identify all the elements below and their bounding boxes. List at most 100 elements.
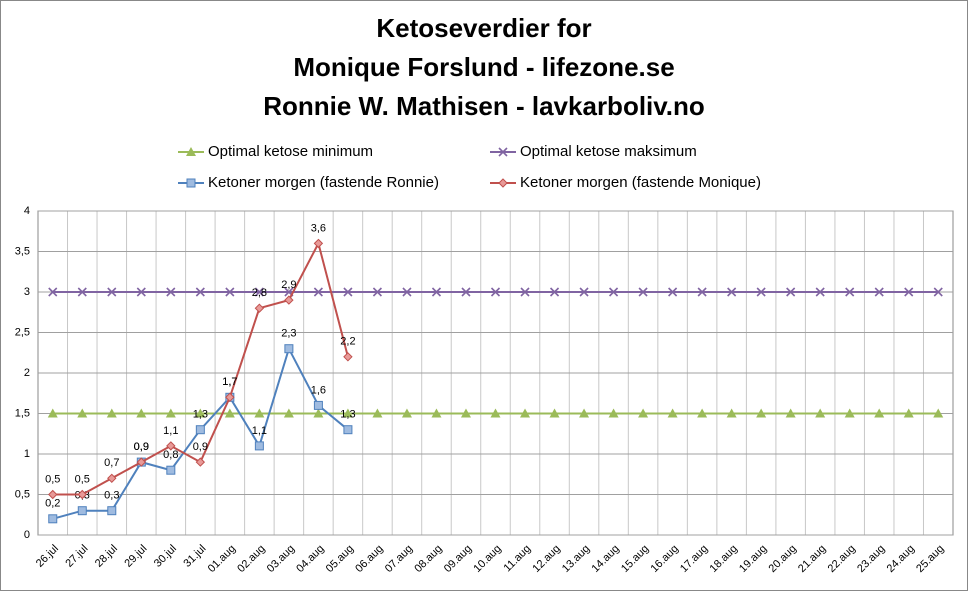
data-label: 1,1: [252, 425, 267, 437]
marker: [844, 408, 855, 418]
marker: [166, 441, 176, 451]
chart-title: Monique Forslund - lifezone.se: [293, 52, 674, 82]
y-tick-label: 2,5: [15, 326, 30, 338]
marker: [727, 287, 737, 297]
marker: [48, 287, 58, 297]
marker: [107, 506, 117, 516]
marker: [815, 408, 826, 418]
marker: [461, 287, 471, 297]
marker: [48, 489, 58, 500]
data-label: 0,9: [134, 441, 149, 453]
data-label: 1,3: [340, 409, 355, 421]
marker: [186, 147, 196, 156]
marker: [254, 408, 265, 418]
marker: [874, 287, 884, 297]
data-label: 3,6: [311, 222, 326, 234]
marker: [498, 147, 508, 157]
data-label: 1,1: [163, 425, 178, 437]
data-label: 0,5: [75, 473, 90, 485]
marker: [726, 408, 737, 418]
marker: [165, 408, 176, 418]
marker: [166, 287, 176, 297]
marker: [490, 408, 501, 418]
data-label: 0,9: [134, 441, 149, 453]
data-label: 2,8: [252, 287, 267, 299]
marker: [401, 408, 412, 418]
marker: [224, 408, 235, 418]
marker: [786, 287, 796, 297]
marker: [313, 408, 324, 418]
marker: [904, 287, 914, 297]
marker: [284, 344, 294, 354]
marker: [756, 287, 766, 297]
y-tick-label: 1: [24, 448, 30, 460]
chart-title: Ronnie W. Mathisen - lavkarboliv.no: [263, 91, 705, 121]
marker: [195, 425, 205, 435]
marker: [372, 408, 383, 418]
marker: [195, 287, 205, 297]
marker: [107, 287, 117, 297]
y-tick-label: 4: [24, 205, 30, 217]
data-label: 0,9: [193, 441, 208, 453]
marker: [313, 400, 323, 410]
data-label: 2,2: [340, 336, 355, 348]
marker: [431, 287, 442, 297]
marker: [343, 287, 353, 297]
data-label: 1,6: [311, 384, 326, 396]
data-label: 0,3: [104, 490, 119, 502]
y-tick-label: 1,5: [15, 407, 30, 419]
y-tick-label: 2: [24, 367, 30, 379]
data-label: 2,9: [281, 279, 296, 291]
marker: [874, 408, 885, 418]
data-label: 0,8: [163, 449, 178, 461]
y-tick-label: 0,5: [15, 488, 30, 500]
data-label: 2,3: [281, 328, 296, 340]
marker: [47, 408, 58, 418]
data-label: 1,7: [222, 376, 237, 388]
marker: [933, 408, 944, 418]
marker: [520, 408, 531, 418]
marker: [77, 489, 87, 500]
marker: [638, 287, 648, 297]
data-label: 0,2: [45, 498, 60, 510]
marker: [254, 303, 265, 313]
chart-title: Ketoseverdier for: [376, 13, 591, 43]
marker: [166, 465, 176, 475]
marker: [313, 238, 324, 249]
marker: [284, 295, 294, 305]
marker: [107, 473, 117, 484]
marker: [77, 506, 87, 516]
marker: [225, 287, 235, 297]
legend-label: Ketoner morgen (fastende Ronnie): [208, 174, 439, 191]
marker: [195, 408, 206, 418]
data-label: 1,3: [193, 409, 208, 421]
data-label: 0,5: [45, 473, 60, 485]
marker: [520, 287, 530, 297]
marker: [136, 457, 147, 467]
marker: [77, 408, 88, 418]
legend-label: Optimal ketose minimum: [208, 143, 373, 160]
marker: [343, 352, 353, 362]
marker: [638, 408, 649, 418]
marker: [342, 408, 353, 418]
marker: [460, 408, 471, 418]
marker: [372, 287, 383, 297]
marker: [136, 408, 147, 418]
marker: [933, 287, 943, 297]
marker: [136, 287, 146, 297]
marker: [668, 287, 678, 297]
marker: [667, 408, 678, 418]
marker: [106, 408, 117, 418]
marker: [431, 408, 442, 418]
legend-label: Optimal ketose maksimum: [520, 143, 697, 160]
marker: [490, 287, 501, 297]
marker: [845, 287, 855, 297]
marker: [195, 457, 206, 467]
marker: [608, 408, 619, 418]
marker: [283, 408, 294, 418]
marker: [48, 514, 58, 524]
marker: [402, 287, 412, 297]
data-label: 0,7: [104, 457, 119, 469]
marker: [343, 425, 353, 435]
